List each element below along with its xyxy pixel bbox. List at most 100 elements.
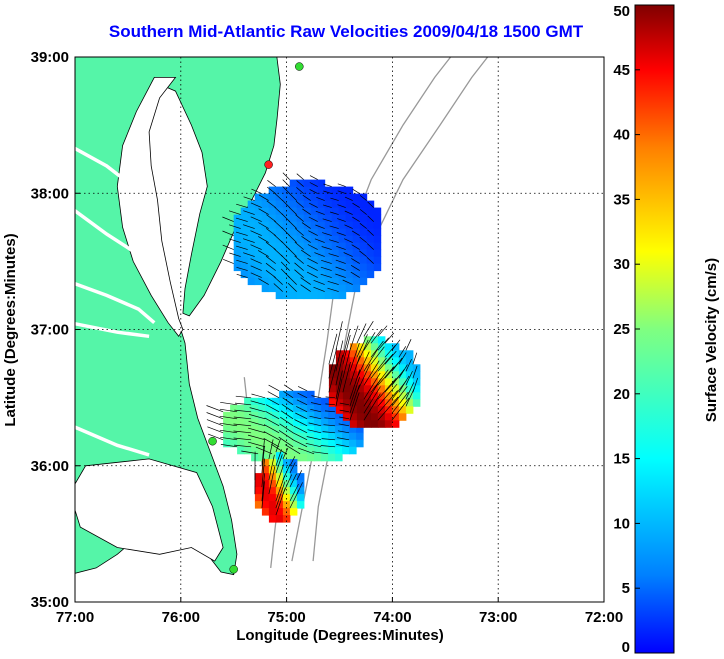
velocity-vector — [321, 259, 332, 264]
velocity-vector — [335, 378, 343, 407]
velocity-vector — [292, 439, 308, 448]
velocity-cell — [282, 501, 291, 509]
velocity-vector — [307, 429, 322, 434]
velocity-cell — [247, 277, 256, 286]
velocity-cell — [275, 508, 284, 516]
velocity-cell — [345, 242, 354, 251]
velocity-vector — [337, 437, 350, 441]
velocity-cell — [359, 263, 368, 272]
velocity-cell — [335, 392, 344, 400]
velocity-cell — [223, 411, 231, 420]
velocity-vector — [248, 414, 266, 420]
velocity-cell — [296, 501, 305, 509]
velocity-cell — [254, 256, 263, 265]
velocity-cell — [412, 399, 421, 407]
velocity-cell — [352, 207, 361, 216]
velocity-vector — [235, 245, 248, 250]
velocity-cell — [293, 404, 301, 413]
velocity-vector — [285, 444, 301, 455]
velocity-vector — [384, 362, 399, 379]
velocity-vector — [220, 444, 238, 448]
velocity-cell — [370, 406, 379, 414]
velocity-vector — [258, 194, 269, 201]
velocity-cell — [370, 357, 379, 365]
velocity-cell — [307, 390, 315, 399]
velocity-cell — [391, 399, 400, 407]
velocity-vector — [405, 387, 415, 407]
velocity-vector — [335, 273, 346, 278]
velocity-vector — [391, 380, 407, 400]
velocity-cell — [244, 425, 252, 434]
colorbar-tick-label: 35 — [613, 191, 630, 208]
velocity-cell — [307, 404, 315, 413]
velocity-cell — [254, 235, 263, 244]
velocity-cell — [275, 256, 284, 265]
velocity-vector — [322, 218, 332, 222]
velocity-cell — [359, 270, 368, 279]
velocity-cell — [254, 494, 263, 502]
velocity-vector — [263, 424, 280, 434]
velocity-cell — [296, 214, 305, 223]
velocity-cell — [303, 186, 312, 195]
velocity-vector — [219, 415, 238, 420]
velocity-cell — [317, 207, 326, 216]
velocity-cell — [254, 228, 263, 237]
velocity-cell — [307, 439, 315, 448]
velocity-cell — [265, 397, 273, 406]
velocity-cell — [391, 392, 400, 400]
velocity-cell — [314, 411, 322, 420]
velocity-cell — [345, 221, 354, 230]
velocity-cell — [282, 487, 291, 495]
velocity-cell — [265, 439, 273, 448]
velocity-vector — [363, 393, 381, 421]
velocity-vector — [264, 417, 280, 427]
x-tick-label: 77:00 — [56, 609, 94, 626]
velocity-cell — [300, 439, 308, 448]
velocity-cell — [345, 235, 354, 244]
velocity-vector — [275, 475, 286, 502]
velocity-cell — [338, 291, 347, 300]
velocity-vector — [314, 238, 325, 243]
velocity-cell — [363, 364, 372, 372]
velocity-vector — [219, 422, 238, 427]
velocity-vector — [327, 280, 339, 285]
velocity-cell — [275, 270, 284, 279]
velocity-cell — [377, 364, 386, 372]
velocity-cell — [279, 432, 287, 441]
velocity-vector — [320, 273, 332, 278]
velocity-vector — [233, 437, 252, 441]
velocity-vector — [377, 366, 395, 386]
velocity-vector — [301, 222, 311, 229]
colorbar-tick-label: 15 — [613, 451, 630, 468]
velocity-cell — [265, 453, 273, 462]
velocity-cell — [317, 235, 326, 244]
velocity-vector — [274, 193, 283, 201]
velocity-vector — [296, 406, 308, 413]
colorbar-tick-label: 30 — [613, 256, 630, 273]
velocity-cell — [307, 432, 315, 441]
velocity-vector — [405, 382, 415, 400]
velocity-cell — [352, 277, 361, 286]
velocity-cell — [289, 487, 298, 495]
velocity-vector — [313, 279, 325, 285]
velocity-cell — [335, 425, 343, 434]
velocity-vector — [249, 407, 266, 413]
velocity-cell — [345, 249, 354, 258]
velocity-vector — [307, 257, 318, 264]
velocity-cell — [300, 404, 308, 413]
velocity-cell — [342, 425, 350, 434]
velocity-cell — [373, 242, 382, 251]
velocity-cell — [296, 200, 305, 209]
velocity-vector — [377, 390, 398, 414]
velocity-vector — [370, 340, 384, 358]
velocity-vector — [412, 352, 418, 365]
velocity-vector — [312, 451, 329, 455]
velocity-cell — [363, 343, 372, 351]
velocity-vector — [384, 373, 402, 393]
velocity-cell — [356, 399, 365, 407]
velocity-cell — [261, 473, 270, 481]
velocity-cell — [377, 399, 386, 407]
velocity-cell — [289, 228, 298, 237]
velocity-vector — [235, 231, 248, 236]
velocity-vector — [349, 384, 360, 414]
